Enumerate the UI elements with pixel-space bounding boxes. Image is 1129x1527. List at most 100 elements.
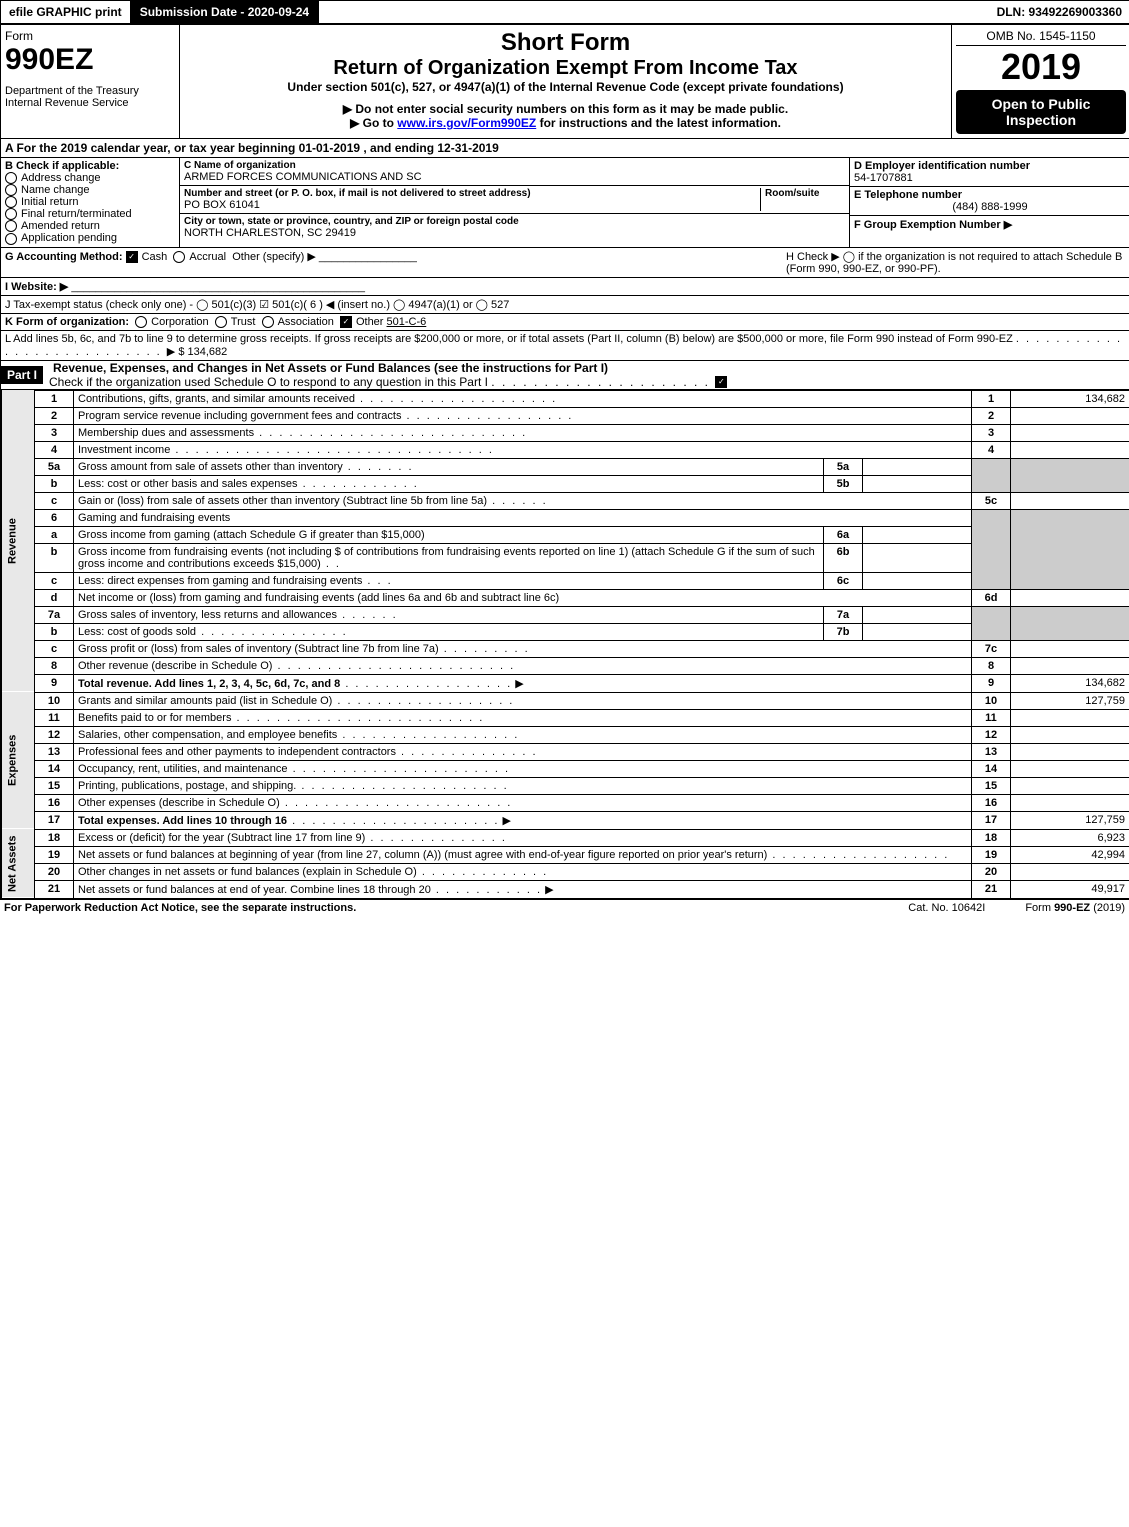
note-link: ▶ Go to www.irs.gov/Form990EZ for instru… xyxy=(188,116,943,130)
table-row: 19 Net assets or fund balances at beginn… xyxy=(2,846,1129,863)
line-k: K Form of organization: Corporation Trus… xyxy=(1,314,1129,331)
table-row: 12 Salaries, other compensation, and emp… xyxy=(2,726,1129,743)
table-row: 15 Printing, publications, postage, and … xyxy=(2,777,1129,794)
footer-left: For Paperwork Reduction Act Notice, see … xyxy=(4,902,356,914)
footer-right: Form 990-EZ (2019) xyxy=(1025,902,1125,914)
table-row: 8 Other revenue (describe in Schedule O)… xyxy=(2,657,1129,674)
group-label: F Group Exemption Number ▶ xyxy=(854,218,1126,231)
part1-schedule-o-check[interactable]: ✓ xyxy=(715,376,727,388)
check-accrual[interactable] xyxy=(173,251,185,263)
table-row: Expenses 10 Grants and similar amounts p… xyxy=(2,692,1129,709)
line-l: L Add lines 5b, 6c, and 7b to line 9 to … xyxy=(1,331,1129,361)
org-form-other-val: 501-C-6 xyxy=(387,316,427,328)
col-b: B Check if applicable: Address change Na… xyxy=(1,158,180,247)
table-row: a Gross income from gaming (attach Sched… xyxy=(2,526,1129,543)
check-pending[interactable]: Application pending xyxy=(5,232,175,244)
check-corp[interactable] xyxy=(135,316,147,328)
check-cash[interactable]: ✓ xyxy=(126,251,138,263)
line-h: H Check ▶ ◯ if the organization is not r… xyxy=(786,250,1126,275)
revenue-label: Revenue xyxy=(2,390,35,692)
table-row: 11 Benefits paid to or for members . . .… xyxy=(2,709,1129,726)
website-label: I Website: ▶ xyxy=(5,281,68,293)
tax-year: 2019 xyxy=(956,46,1126,88)
table-row: Net Assets 18 Excess or (deficit) for th… xyxy=(2,829,1129,846)
table-row: d Net income or (loss) from gaming and f… xyxy=(2,589,1129,606)
street: PO BOX 61041 xyxy=(184,199,760,211)
line-gh: G Accounting Method: ✓Cash Accrual Other… xyxy=(1,248,1129,278)
department: Department of the Treasury Internal Reve… xyxy=(5,85,175,109)
phone-label: E Telephone number xyxy=(854,189,1126,201)
line-l-amount: ▶ $ 134,682 xyxy=(167,346,227,358)
org-name-label: C Name of organization xyxy=(184,160,845,171)
part1-header-row: Part I Revenue, Expenses, and Changes in… xyxy=(1,361,1129,390)
table-row: 21 Net assets or fund balances at end of… xyxy=(2,880,1129,898)
table-row: c Gain or (loss) from sale of assets oth… xyxy=(2,492,1129,509)
table-row: b Gross income from fundraising events (… xyxy=(2,543,1129,572)
form-container: efile GRAPHIC print Submission Date - 20… xyxy=(0,0,1129,900)
submission-date: Submission Date - 2020-09-24 xyxy=(132,1,319,23)
part1-check-note: Check if the organization used Schedule … xyxy=(49,375,488,389)
note-ssn: ▶ Do not enter social security numbers o… xyxy=(188,102,943,116)
line-g: G Accounting Method: ✓Cash Accrual Other… xyxy=(5,250,417,275)
revenue-table: Revenue 1 Contributions, gifts, grants, … xyxy=(1,390,1129,899)
note-link-pre: ▶ Go to xyxy=(350,116,397,130)
part1-label: Part I xyxy=(1,366,43,384)
check-final[interactable]: Final return/terminated xyxy=(5,208,175,220)
table-row: 20 Other changes in net assets or fund b… xyxy=(2,863,1129,880)
omb-number: OMB No. 1545-1150 xyxy=(956,29,1126,46)
table-row: c Gross profit or (loss) from sales of i… xyxy=(2,640,1129,657)
header-right: OMB No. 1545-1150 2019 Open to Public In… xyxy=(951,25,1129,138)
org-form-label: K Form of organization: xyxy=(5,316,129,328)
expenses-label: Expenses xyxy=(2,692,35,829)
table-row: 13 Professional fees and other payments … xyxy=(2,743,1129,760)
room-label: Room/suite xyxy=(765,188,845,199)
phone: (484) 888-1999 xyxy=(854,201,1126,213)
table-row: c Less: direct expenses from gaming and … xyxy=(2,572,1129,589)
footer: For Paperwork Reduction Act Notice, see … xyxy=(0,900,1129,916)
table-row: b Less: cost of goods sold . . . . . . .… xyxy=(2,623,1129,640)
street-label: Number and street (or P. O. box, if mail… xyxy=(184,188,760,199)
form-word: Form xyxy=(5,29,175,43)
check-name[interactable]: Name change xyxy=(5,184,175,196)
col-def: D Employer identification number 54-1707… xyxy=(849,158,1129,247)
title-short-form: Short Form xyxy=(188,29,943,57)
header: Form 990EZ Department of the Treasury In… xyxy=(1,25,1129,139)
check-amended[interactable]: Amended return xyxy=(5,220,175,232)
netassets-label: Net Assets xyxy=(2,829,35,898)
header-center: Short Form Return of Organization Exempt… xyxy=(180,25,951,138)
header-left: Form 990EZ Department of the Treasury In… xyxy=(1,25,180,138)
line-l-text: L Add lines 5b, 6c, and 7b to line 9 to … xyxy=(5,333,1013,345)
table-row: 4 Investment income . . . . . . . . . . … xyxy=(2,441,1129,458)
footer-mid: Cat. No. 10642I xyxy=(908,902,985,914)
line-a: A For the 2019 calendar year, or tax yea… xyxy=(1,139,1129,158)
inspection-box: Open to Public Inspection xyxy=(956,90,1126,134)
table-row: Revenue 1 Contributions, gifts, grants, … xyxy=(2,390,1129,407)
check-initial[interactable]: Initial return xyxy=(5,196,175,208)
table-row: 9 Total revenue. Add lines 1, 2, 3, 4, 5… xyxy=(2,674,1129,692)
section-bcdef: B Check if applicable: Address change Na… xyxy=(1,158,1129,248)
table-row: 7a Gross sales of inventory, less return… xyxy=(2,606,1129,623)
table-row: 6 Gaming and fundraising events xyxy=(2,509,1129,526)
city-label: City or town, state or province, country… xyxy=(184,216,845,227)
efile-label[interactable]: efile GRAPHIC print xyxy=(1,1,132,23)
table-row: b Less: cost or other basis and sales ex… xyxy=(2,475,1129,492)
part1-title: Revenue, Expenses, and Changes in Net As… xyxy=(49,361,608,375)
irs-link[interactable]: www.irs.gov/Form990EZ xyxy=(397,116,536,130)
check-assoc[interactable] xyxy=(262,316,274,328)
table-row: 3 Membership dues and assessments . . . … xyxy=(2,424,1129,441)
table-row: 17 Total expenses. Add lines 10 through … xyxy=(2,811,1129,829)
section-text: Under section 501(c), 527, or 4947(a)(1)… xyxy=(188,80,943,94)
check-other[interactable]: ✓ xyxy=(340,316,352,328)
accounting-label: G Accounting Method: xyxy=(5,251,123,263)
col-b-header: B Check if applicable: xyxy=(5,160,175,172)
check-trust[interactable] xyxy=(215,316,227,328)
city: NORTH CHARLESTON, SC 29419 xyxy=(184,227,845,239)
ein: 54-1707881 xyxy=(854,172,1126,184)
table-row: 5a Gross amount from sale of assets othe… xyxy=(2,458,1129,475)
dln: DLN: 93492269003360 xyxy=(989,1,1129,23)
title-return: Return of Organization Exempt From Incom… xyxy=(188,57,943,80)
line-i: I Website: ▶ ___________________________… xyxy=(1,278,1129,296)
check-address[interactable]: Address change xyxy=(5,172,175,184)
col-c: C Name of organization ARMED FORCES COMM… xyxy=(180,158,849,247)
ein-label: D Employer identification number xyxy=(854,160,1126,172)
